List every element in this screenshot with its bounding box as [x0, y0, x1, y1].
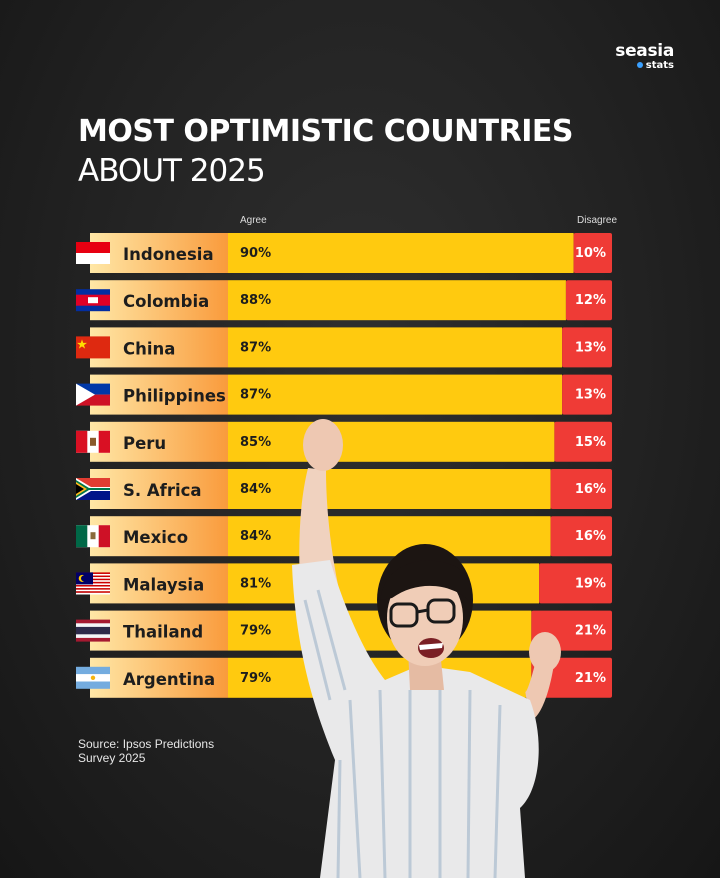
disagree-value-label: 19%	[575, 576, 606, 591]
country-label-bg	[90, 657, 228, 698]
disagree-bar	[573, 233, 612, 273]
country-label: Mexico	[123, 528, 188, 547]
agree-value-label: 87%	[240, 340, 271, 355]
disagree-bar	[554, 421, 612, 462]
title-line-1: MOST OPTIMISTIC COUNTRIES	[78, 114, 574, 149]
country-label-bg	[90, 374, 228, 415]
agree-bar	[228, 233, 574, 273]
brand-sub-label: stats	[645, 60, 674, 71]
brand-name: seasia	[615, 41, 674, 61]
country-label: Philippines	[123, 387, 226, 406]
mexico-flag	[76, 525, 110, 548]
disagree-bar	[539, 563, 612, 604]
country-label-bg	[90, 563, 228, 604]
agree-bar	[228, 469, 551, 509]
country-label-bg	[90, 610, 228, 651]
disagree-bar	[562, 374, 612, 415]
country-label-bg	[90, 280, 228, 321]
country-label-bg	[90, 516, 228, 557]
country-label: Malaysia	[123, 575, 204, 594]
disagree-bar	[550, 469, 612, 509]
brand-dot-icon	[636, 62, 643, 68]
china-flag	[76, 336, 110, 359]
disagree-bar	[562, 327, 612, 368]
disagree-value-label: 16%	[575, 529, 606, 544]
agree-value-label: 90%	[240, 246, 271, 261]
agree-value-label: 81%	[240, 576, 271, 591]
agree-value-label: 84%	[240, 529, 271, 544]
disagree-value-label: 13%	[575, 340, 606, 355]
agree-value-label: 79%	[240, 624, 271, 639]
agree-value-label: 87%	[240, 388, 271, 403]
country-label-bg	[90, 233, 228, 273]
indonesia-flag	[76, 242, 110, 264]
source-note: Source: Ipsos Predictions Survey 2025	[78, 737, 215, 765]
disagree-value-label: 12%	[575, 293, 606, 308]
agree-value-label: 79%	[240, 671, 271, 686]
agree-bar	[228, 421, 555, 462]
disagree-value-label: 21%	[575, 671, 606, 686]
country-label: Thailand	[123, 623, 203, 642]
agree-value-label: 84%	[240, 482, 271, 497]
country-label: Colombia	[123, 292, 209, 311]
agree-value-label: 85%	[240, 435, 271, 450]
cambodia-flag	[76, 289, 110, 312]
country-label-bg	[90, 469, 228, 509]
agree-header: Agree	[240, 215, 267, 226]
argentina-flag	[76, 666, 110, 689]
peru-flag	[76, 430, 110, 453]
country-label: Peru	[123, 434, 166, 453]
disagree-value-label: 15%	[575, 435, 606, 450]
disagree-header: Disagree	[577, 215, 618, 226]
philippines-flag	[76, 383, 110, 406]
title-line-2: ABOUT 2025	[78, 153, 266, 189]
disagree-value-label: 16%	[575, 482, 606, 497]
disagree-value-label: 21%	[575, 624, 606, 639]
disagree-bar	[550, 516, 612, 557]
disagree-value-label: 13%	[575, 388, 606, 403]
disagree-bar	[565, 280, 612, 321]
agree-bar	[228, 280, 566, 321]
country-label: Indonesia	[123, 245, 214, 264]
country-label-bg	[90, 327, 228, 368]
agree-bar	[228, 327, 563, 368]
brand-logo: seasia stats	[615, 42, 674, 72]
agree-bar	[228, 516, 551, 557]
malaysia-flag	[76, 572, 110, 595]
chart-title: MOST OPTIMISTIC COUNTRIES ABOUT 2025	[78, 112, 574, 190]
south-africa-flag	[76, 478, 110, 500]
country-label: Argentina	[123, 670, 215, 689]
country-label: S. Africa	[123, 481, 202, 500]
brand-sub: stats	[615, 60, 674, 72]
country-label: China	[123, 339, 175, 358]
agree-value-label: 88%	[240, 293, 271, 308]
country-label-bg	[90, 421, 228, 462]
agree-bar	[228, 374, 563, 415]
disagree-value-label: 10%	[575, 246, 606, 261]
thailand-flag	[76, 619, 110, 642]
